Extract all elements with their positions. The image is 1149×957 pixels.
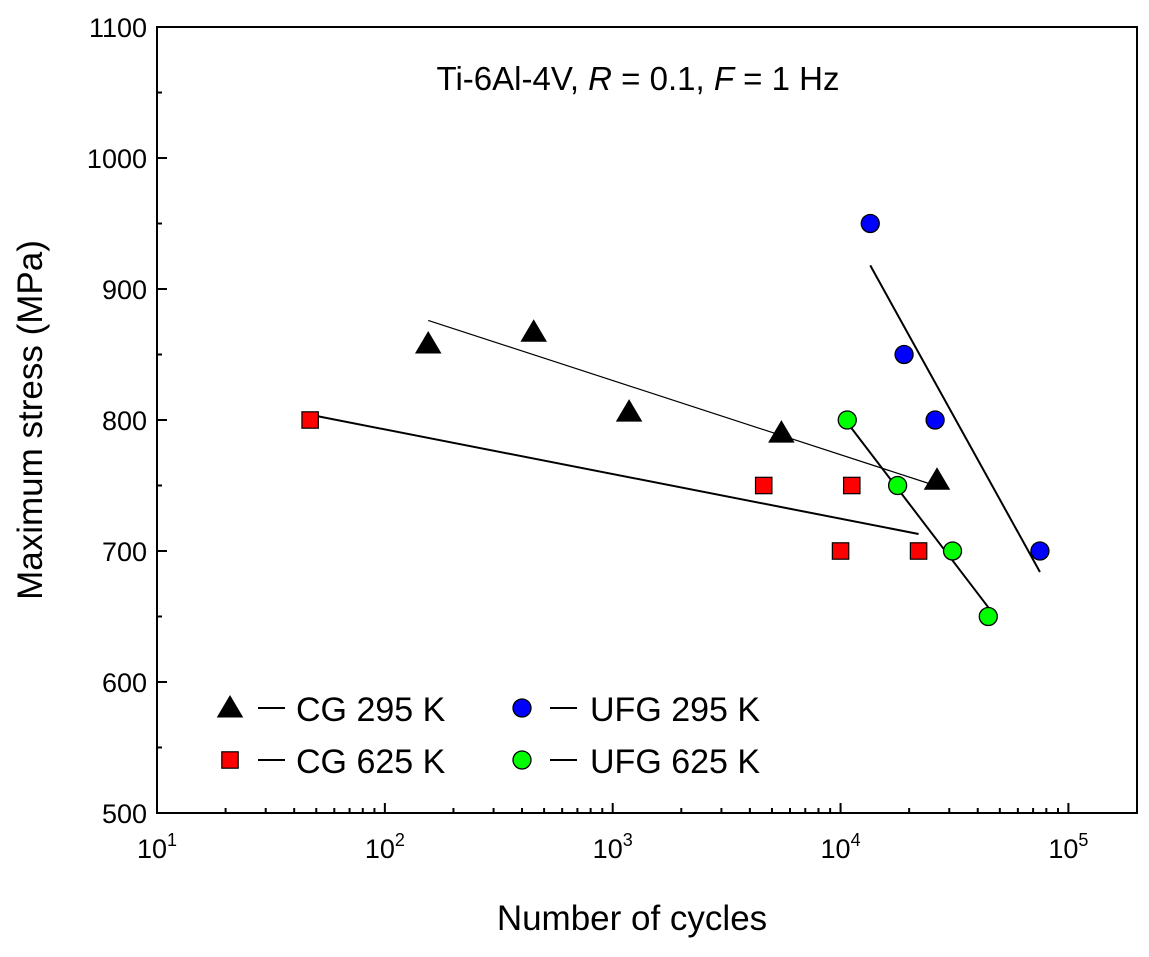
data-point-ufg-625-k: [887, 475, 908, 496]
data-point-cg-625-k: [831, 542, 850, 560]
data-point-ufg-625-k: [837, 410, 857, 430]
data-point-cg-295-k: [923, 467, 951, 490]
x-tick-label: 103: [593, 830, 633, 864]
legend-label-ufg-295-k: UFG 295 K: [590, 691, 760, 729]
legend-label-cg-625-k: CG 625 K: [296, 743, 446, 781]
data-point-ufg-295-k: [925, 410, 945, 430]
x-tick-label: 104: [821, 830, 861, 864]
data-point-cg-625-k: [909, 542, 928, 560]
title-f-value: = 1 Hz: [734, 60, 839, 97]
y-tick-label: 700: [102, 537, 147, 567]
fit-line-cg-295-k: [428, 319, 936, 487]
legend-label-cg-295-k: CG 295 K: [296, 691, 446, 729]
chart-title: Ti-6Al-4V, R = 0.1, F = 1 Hz: [437, 60, 840, 97]
legend-marker-ufg-625-k: [512, 750, 532, 770]
title-r-label: R: [588, 60, 612, 97]
title-r-value: = 0.1: [612, 60, 695, 97]
title-material: Ti-6Al-4V: [437, 60, 573, 97]
data-point-cg-625-k: [301, 411, 319, 429]
legend-label-ufg-625-k: UFG 625 K: [590, 743, 760, 781]
fit-line-cg-625-k: [309, 413, 919, 535]
y-tick-label: 600: [102, 668, 147, 698]
y-tick-label: 800: [102, 406, 147, 436]
data-point-ufg-295-k: [860, 213, 880, 234]
x-axis-title: Number of cycles: [497, 899, 767, 938]
data-point-ufg-625-k: [942, 541, 963, 561]
legend-marker-ufg-295-k: [512, 698, 532, 718]
data-point-ufg-295-k: [894, 344, 914, 365]
legend-marker-cg-295-k: [216, 695, 244, 718]
y-tick-label: 500: [102, 799, 147, 829]
data-point-ufg-295-k: [1030, 541, 1050, 561]
data-point-cg-295-k: [615, 399, 643, 422]
data-point-cg-295-k: [520, 319, 547, 342]
title-f-label: F: [714, 60, 736, 97]
data-point-cg-295-k: [414, 331, 442, 354]
y-tick-label: 1000: [87, 144, 147, 174]
y-tick-label: 1100: [89, 13, 147, 43]
fit-line-ufg-295-k: [869, 264, 1041, 573]
fit-line-ufg-625-k: [846, 422, 990, 608]
x-tick-label: 105: [1048, 830, 1088, 864]
data-point-cg-625-k: [754, 476, 773, 495]
y-tick-label: 900: [102, 275, 147, 305]
data-point-ufg-625-k: [978, 606, 998, 627]
data-point-cg-625-k: [842, 476, 861, 495]
y-axis-title: Maximum stress (MPa): [11, 240, 50, 600]
legend-marker-cg-625-k: [221, 751, 239, 769]
data-point-cg-295-k: [768, 420, 795, 443]
x-tick-label: 102: [365, 830, 405, 864]
x-tick-label: 101: [137, 830, 177, 864]
